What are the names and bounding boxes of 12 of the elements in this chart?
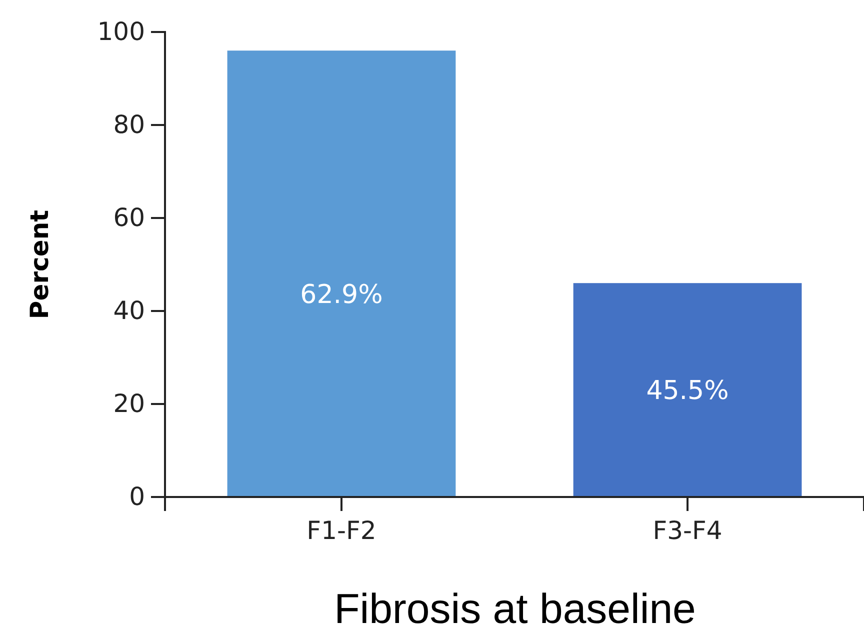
x-tick-label: F3-F4: [652, 516, 722, 545]
y-tick-label: 100: [97, 17, 145, 46]
x-axis-title: Fibrosis at baseline: [334, 585, 696, 632]
x-tick-label: F1-F2: [306, 516, 376, 545]
y-tick-label: 40: [113, 296, 145, 325]
y-axis-title: Percent: [25, 210, 54, 320]
y-tick-label: 0: [129, 482, 145, 511]
annotation: 45.5%: [646, 376, 729, 406]
y-tick-label: 80: [113, 110, 145, 139]
y-tick-label: 60: [113, 203, 145, 232]
y-tick-label: 20: [113, 389, 145, 418]
annotation: 62.9%: [300, 280, 383, 310]
